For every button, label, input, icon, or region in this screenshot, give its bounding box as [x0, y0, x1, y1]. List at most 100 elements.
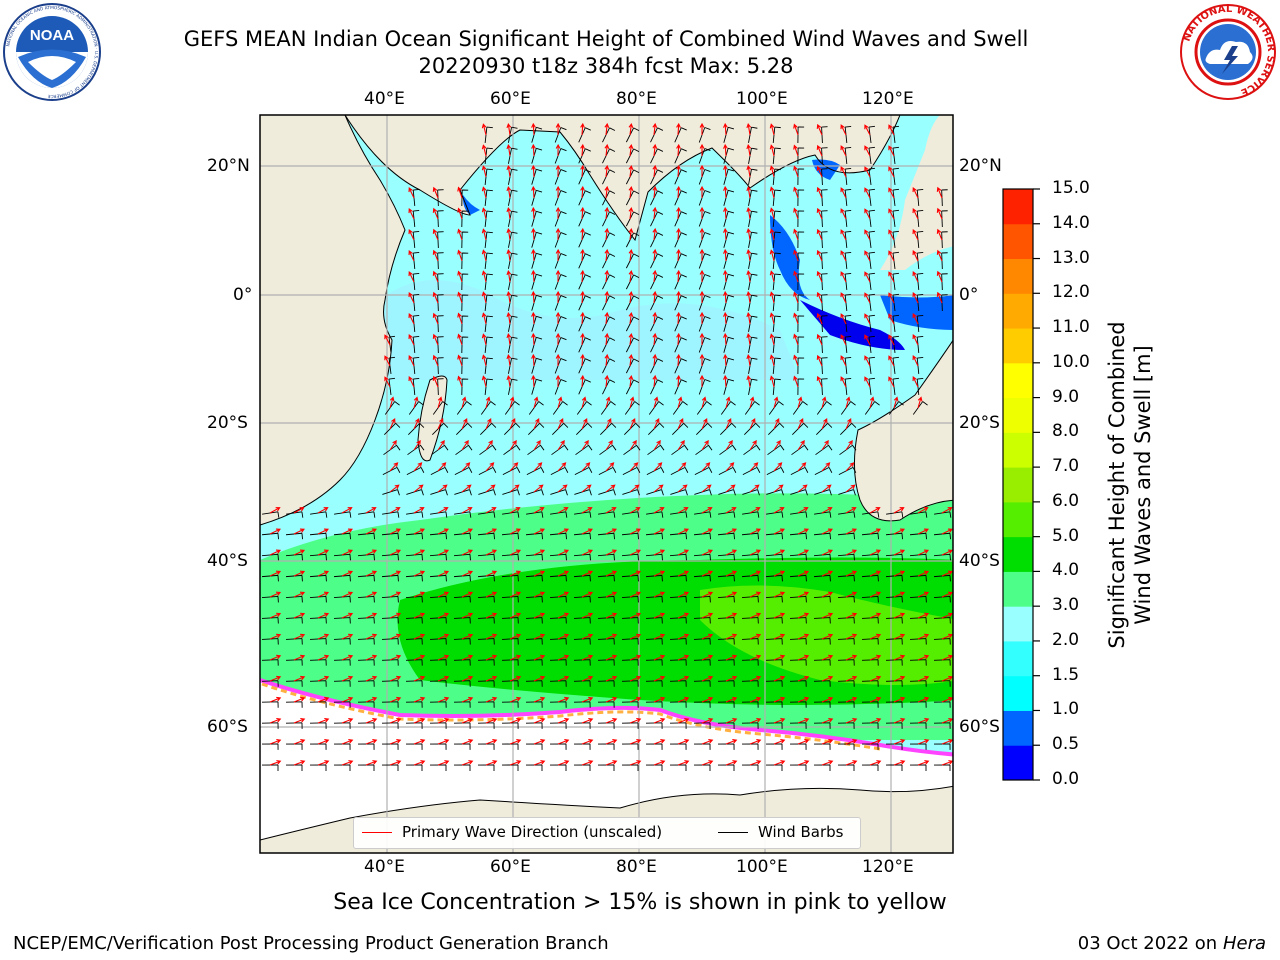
wave-direction-arrow [293, 739, 306, 745]
wave-direction-arrow [509, 675, 522, 682]
wave-direction-arrow [437, 739, 450, 745]
wave-direction-arrow [317, 570, 330, 577]
wave-direction-arrow [677, 717, 690, 724]
wave-direction-arrow [749, 717, 762, 724]
wave-direction-arrow [509, 439, 517, 451]
wave-direction-arrow [797, 717, 810, 724]
wave-direction-arrow [845, 654, 858, 661]
wave-direction-arrow [701, 484, 712, 493]
wave-direction-arrow [432, 354, 439, 367]
wave-direction-arrow [701, 739, 714, 745]
lat-label-right: 60°S [959, 717, 1000, 737]
wave-direction-arrow [821, 528, 833, 535]
wave-direction-arrow [893, 675, 906, 682]
wave-direction-arrow [533, 612, 546, 619]
wave-direction-arrow [816, 354, 823, 367]
wave-direction-arrow [365, 633, 378, 640]
wave-direction-arrow [293, 549, 306, 556]
colorbar-band [1003, 501, 1033, 538]
wave-direction-arrow [461, 549, 474, 556]
wave-direction-arrow [773, 739, 786, 745]
wave-direction-arrow [581, 528, 593, 535]
wave-direction-arrow [506, 332, 512, 346]
wave-direction-arrow [701, 507, 713, 514]
wave-direction-arrow [797, 418, 804, 430]
wave-direction-arrow [864, 271, 871, 283]
wave-direction-arrow [629, 591, 642, 598]
colorbar-band [1003, 328, 1033, 364]
map-legend: Primary Wave Direction (unscaled) Wind B… [353, 817, 861, 849]
wave-direction-arrow [677, 507, 689, 514]
wave-direction-arrow [457, 207, 463, 220]
wave-direction-arrow [509, 633, 522, 640]
wave-direction-arrow [457, 354, 463, 367]
wave-direction-arrow [797, 591, 810, 598]
wave-direction-arrow [485, 612, 498, 619]
wave-direction-arrow [723, 269, 728, 283]
legend-entry-wave-direction: Primary Wave Direction (unscaled) [362, 823, 662, 841]
colorbar-band [1003, 432, 1033, 468]
wave-direction-arrow [677, 675, 690, 682]
wave-direction-arrow [581, 570, 594, 577]
wave-direction-arrow [941, 696, 953, 703]
wave-direction-arrow [461, 396, 467, 409]
wave-direction-arrow [485, 717, 498, 724]
wave-direction-arrow [749, 675, 762, 682]
wave-direction-arrow [677, 484, 688, 493]
wave-direction-arrow [629, 462, 639, 472]
wave-direction-arrow [461, 633, 474, 640]
wave-direction-arrow [797, 696, 810, 703]
wave-direction-arrow [917, 654, 930, 661]
wave-direction-arrow [653, 528, 665, 535]
wave-direction-arrow [893, 739, 906, 745]
wave-direction-arrow [604, 269, 610, 283]
wave-direction-arrow [888, 376, 895, 388]
wave-direction-arrow [677, 696, 690, 703]
chart-title: GEFS MEAN Indian Ocean Significant Heigh… [183, 27, 1029, 51]
wave-direction-arrow [888, 250, 895, 262]
wave-direction-arrow [605, 612, 618, 619]
wave-direction-arrow [457, 249, 463, 262]
wave-direction-arrow [864, 187, 871, 199]
wave-direction-arrow [912, 376, 919, 388]
wave-direction-arrow [605, 696, 618, 703]
wave-direction-arrow [793, 165, 799, 178]
colorbar-tick-label: 0.0 [1052, 769, 1080, 789]
colorbar-tick-label: 9.0 [1052, 386, 1080, 407]
wave-direction-arrow [701, 439, 709, 451]
wave-direction-arrow [936, 249, 943, 262]
wave-direction-arrow [341, 760, 354, 766]
wave-direction-arrow [481, 375, 487, 388]
wave-direction-arrow [840, 292, 847, 304]
wave-direction-arrow [917, 549, 930, 556]
wave-direction-arrow [653, 507, 665, 514]
wave-direction-arrow [628, 332, 634, 346]
wave-direction-arrow [821, 439, 829, 451]
wave-direction-arrow [652, 353, 658, 367]
wave-direction-arrow [701, 462, 711, 472]
wave-direction-arrow [773, 633, 786, 640]
wave-direction-arrow [653, 439, 661, 451]
wave-direction-arrow [893, 696, 906, 703]
wave-direction-arrow [457, 312, 463, 325]
wave-direction-arrow [365, 760, 378, 766]
wave-direction-arrow [677, 528, 689, 535]
wave-direction-arrow [941, 528, 953, 535]
wave-direction-arrow [769, 144, 775, 157]
footer-system-name: Hera [1222, 933, 1266, 954]
wave-direction-arrow [701, 591, 714, 598]
wave-direction-arrow [580, 122, 585, 136]
wave-direction-arrow [912, 334, 919, 346]
wave-direction-arrow [432, 186, 439, 199]
wave-direction-arrow [628, 143, 634, 157]
wave-direction-arrow [864, 313, 871, 325]
wave-direction-arrow [941, 654, 953, 661]
wave-direction-arrow [746, 249, 752, 262]
wave-direction-arrow [365, 654, 378, 661]
wave-direction-arrow [701, 612, 714, 619]
colorbar-band [1003, 536, 1033, 572]
wave-direction-arrow [432, 270, 439, 283]
wave-direction-arrow [629, 507, 641, 514]
wave-direction-arrow [506, 227, 512, 241]
wave-direction-arrow [389, 739, 402, 745]
